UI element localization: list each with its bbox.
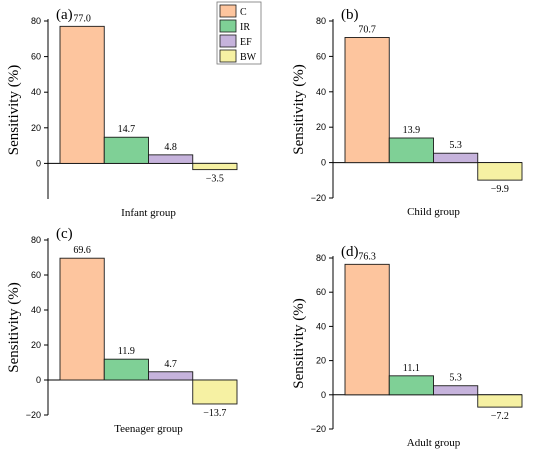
panel-label: (c) xyxy=(56,226,73,242)
y-tick-label: 40 xyxy=(316,321,326,331)
chart-panel-4: −20 0 20 40 60 80 76.3 11.1 5.3 −7.2 (d) Sensitivit… xyxy=(291,244,523,449)
y-tick-label: 20 xyxy=(316,122,326,132)
bar-c xyxy=(59,25,105,164)
legend-swatch-bw xyxy=(219,49,237,63)
legend-label: C xyxy=(240,7,247,18)
data-label: 11.9 xyxy=(118,346,135,357)
data-label: 5.3 xyxy=(449,140,462,151)
bar-ir xyxy=(388,137,434,164)
y-axis-label: Sensitivity (%) xyxy=(291,64,307,154)
data-label: 77.0 xyxy=(73,13,91,24)
bar-bw xyxy=(192,379,238,405)
legend-swatch-ir xyxy=(219,19,237,33)
bar-ir xyxy=(103,358,149,381)
y-tick-label: 20 xyxy=(316,356,326,366)
bar-ir xyxy=(388,375,434,396)
legend-swatch-c xyxy=(219,4,237,18)
panel-label: (a) xyxy=(56,7,73,23)
y-tick-label: 40 xyxy=(316,87,326,97)
y-tick-label: 60 xyxy=(316,287,326,297)
data-label: −3.5 xyxy=(206,174,224,185)
chart-panel-1: 0 20 40 60 80 77.0 14.7 4.8 −3.5 (a) Sensitivity (… xyxy=(6,7,238,219)
y-tick-label: −20 xyxy=(26,410,41,420)
x-axis-label: Child group xyxy=(407,206,460,218)
y-tick-label: 0 xyxy=(36,375,41,385)
data-label: 14.7 xyxy=(118,124,136,135)
data-label: 70.7 xyxy=(358,24,376,35)
legend: C IR EF BW xyxy=(216,1,262,65)
panel-label: (b) xyxy=(341,7,359,23)
data-label: 4.8 xyxy=(164,142,177,153)
data-label: −7.2 xyxy=(491,411,509,422)
y-tick-label: 80 xyxy=(316,253,326,263)
y-tick-label: 0 xyxy=(321,390,326,400)
legend-swatch-ef xyxy=(219,34,237,48)
y-tick-label: 20 xyxy=(31,340,41,350)
y-tick-label: 0 xyxy=(321,158,326,168)
data-label: −9.9 xyxy=(491,184,509,195)
y-axis-label: Sensitivity (%) xyxy=(6,65,22,155)
y-tick-label: 20 xyxy=(31,123,41,133)
legend-label: BW xyxy=(240,52,257,63)
bar-ef xyxy=(148,371,194,381)
x-axis-label: Infant group xyxy=(121,207,176,219)
y-tick-label: 60 xyxy=(31,52,41,62)
data-label: 69.6 xyxy=(73,245,91,256)
bar-bw xyxy=(477,394,523,408)
data-label: 76.3 xyxy=(358,251,376,262)
panel-label: (d) xyxy=(341,244,359,260)
y-tick-label: 60 xyxy=(316,51,326,61)
data-label: 11.1 xyxy=(403,363,420,374)
bar-ir xyxy=(103,136,149,164)
bar-c xyxy=(344,37,390,164)
x-axis-label: Teenager group xyxy=(114,423,183,435)
bar-bw xyxy=(192,162,238,171)
data-label: 5.3 xyxy=(449,373,462,384)
legend-label: EF xyxy=(240,37,252,48)
chart-panel-2: −20 0 20 40 60 80 70.7 13.9 5.3 −9.9 (b) Sensitivit… xyxy=(291,7,523,218)
data-label: −13.7 xyxy=(203,408,226,419)
y-axis-label: Sensitivity (%) xyxy=(291,298,307,388)
y-tick-label: 80 xyxy=(31,235,41,245)
bar-ef xyxy=(433,385,479,396)
data-label: 13.9 xyxy=(403,125,421,136)
y-tick-label: −20 xyxy=(311,193,326,203)
x-axis-label: Adult group xyxy=(407,437,461,449)
y-tick-label: 80 xyxy=(316,16,326,26)
y-tick-label: 80 xyxy=(31,16,41,26)
chart-panel-3: −20 0 20 40 60 80 69.6 11.9 4.7 −13.7 (c) Sensitivi… xyxy=(6,226,238,435)
y-axis-label: Sensitivity (%) xyxy=(6,282,22,372)
data-label: 4.7 xyxy=(164,359,177,370)
y-tick-label: 40 xyxy=(31,87,41,97)
bar-ef xyxy=(148,154,194,164)
y-tick-label: 60 xyxy=(31,270,41,280)
y-tick-label: 0 xyxy=(36,158,41,168)
legend-label: IR xyxy=(240,22,250,33)
bar-bw xyxy=(477,162,523,181)
bar-c xyxy=(344,263,390,396)
y-tick-label: 40 xyxy=(31,305,41,315)
y-tick-label: −20 xyxy=(311,424,326,434)
bar-c xyxy=(59,257,105,381)
bar-ef xyxy=(433,152,479,164)
